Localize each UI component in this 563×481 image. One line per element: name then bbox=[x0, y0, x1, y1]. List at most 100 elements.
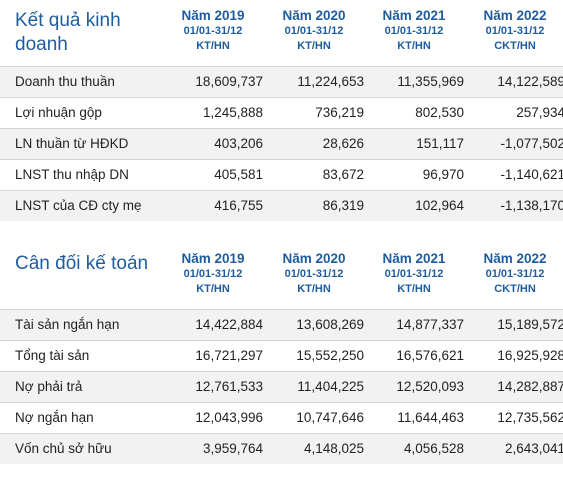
row-value: 15,552,250 bbox=[296, 348, 364, 363]
row-label: Nợ ngắn hạn bbox=[15, 410, 94, 425]
table-row: LNST của CĐ cty mẹ 416,755 86,319 102,964 -1… bbox=[0, 190, 563, 221]
row-value: 416,755 bbox=[214, 198, 263, 213]
column-year: Năm 2019 bbox=[181, 8, 245, 23]
row-value: 86,319 bbox=[322, 198, 364, 213]
column-period: 01/01-31/12 bbox=[183, 268, 243, 280]
column-header-2022: Năm 2022 01/01-31/12 CKT/HN bbox=[465, 7, 563, 54]
column-header-2020: Năm 2020 01/01-31/12 KT/HN bbox=[264, 7, 364, 54]
row-value: 151,117 bbox=[416, 136, 464, 151]
row-value: 4,148,025 bbox=[303, 441, 364, 456]
column-type: KT/HN bbox=[196, 40, 230, 52]
table-row: Nợ ngắn hạn 12,043,996 10,747,646 11,644,46… bbox=[0, 402, 563, 433]
column-period: 01/01-31/12 bbox=[284, 268, 344, 280]
column-year: Năm 2020 bbox=[282, 251, 346, 266]
column-period: 01/01-31/12 bbox=[485, 25, 545, 37]
section-title: Kết quả kinh doanh bbox=[15, 10, 121, 55]
income-header: Kết quả kinh doanh Năm 2019 01/01-31/12 … bbox=[0, 0, 563, 66]
column-year: Năm 2019 bbox=[181, 251, 245, 266]
row-value: -1,140,621 bbox=[500, 167, 563, 182]
row-value: 12,043,996 bbox=[195, 410, 263, 425]
table-row: Doanh thu thuần 18,609,737 11,224,653 11,35… bbox=[0, 66, 563, 97]
row-value: 16,576,621 bbox=[396, 348, 464, 363]
row-value: -1,138,170 bbox=[500, 198, 563, 213]
row-value: 15,189,572 bbox=[497, 317, 563, 332]
column-header-2020: Năm 2020 01/01-31/12 KT/HN bbox=[264, 250, 364, 297]
row-value: 16,721,297 bbox=[195, 348, 263, 363]
balance-header: Cân đối kế toán Năm 2019 01/01-31/12 KT/… bbox=[0, 243, 563, 309]
row-value: 102,964 bbox=[415, 198, 464, 213]
row-label: Tổng tài sản bbox=[15, 348, 90, 363]
row-label: LNST thu nhập DN bbox=[15, 167, 129, 182]
column-header-2022: Năm 2022 01/01-31/12 CKT/HN bbox=[465, 250, 563, 297]
row-value: 11,224,653 bbox=[297, 74, 364, 89]
row-label: Lợi nhuận gộp bbox=[15, 105, 102, 120]
column-type: KT/HN bbox=[397, 283, 431, 295]
column-type: CKT/HN bbox=[494, 283, 536, 295]
row-value: 1,245,888 bbox=[202, 105, 263, 120]
row-value: 14,877,337 bbox=[396, 317, 464, 332]
row-label: Nợ phải trả bbox=[15, 379, 83, 394]
row-value: 802,530 bbox=[415, 105, 464, 120]
column-period: 01/01-31/12 bbox=[485, 268, 545, 280]
column-type: KT/HN bbox=[196, 283, 230, 295]
table-row: Lợi nhuận gộp 1,245,888 736,219 802,530 257,… bbox=[0, 97, 563, 128]
row-label: LN thuần từ HĐKD bbox=[15, 136, 129, 151]
column-year: Năm 2020 bbox=[282, 8, 346, 23]
column-type: KT/HN bbox=[297, 283, 331, 295]
income-section: Kết quả kinh doanh Năm 2019 01/01-31/12 … bbox=[0, 0, 563, 221]
row-value: 96,970 bbox=[422, 167, 464, 182]
row-label: Doanh thu thuần bbox=[15, 74, 115, 89]
row-value: 83,672 bbox=[322, 167, 364, 182]
column-period: 01/01-31/12 bbox=[284, 25, 344, 37]
row-value: 13,608,269 bbox=[296, 317, 364, 332]
table-row: Vốn chủ sở hữu 3,959,764 4,148,025 4,056,52… bbox=[0, 433, 563, 464]
financial-summary: Kết quả kinh doanh Năm 2019 01/01-31/12 … bbox=[0, 0, 563, 464]
section-spacer bbox=[0, 221, 563, 243]
row-value: 14,422,884 bbox=[195, 317, 263, 332]
column-year: Năm 2022 bbox=[483, 251, 547, 266]
row-label: LNST của CĐ cty mẹ bbox=[15, 198, 142, 213]
row-value: 11,644,463 bbox=[397, 410, 464, 425]
table-row: Tài sản ngắn hạn 14,422,884 13,608,269 14,8… bbox=[0, 309, 563, 340]
row-value: 12,520,093 bbox=[396, 379, 464, 394]
row-value: 28,626 bbox=[322, 136, 364, 151]
row-label: Tài sản ngắn hạn bbox=[15, 317, 120, 332]
column-header-2019: Năm 2019 01/01-31/12 KT/HN bbox=[163, 7, 263, 54]
column-type: KT/HN bbox=[397, 40, 431, 52]
row-value: 2,643,041 bbox=[504, 441, 563, 456]
row-value: 736,219 bbox=[315, 105, 364, 120]
row-value: 14,282,887 bbox=[497, 379, 563, 394]
income-rows: Doanh thu thuần 18,609,737 11,224,653 11,35… bbox=[0, 66, 563, 221]
row-value: 18,609,737 bbox=[195, 74, 263, 89]
column-type: KT/HN bbox=[297, 40, 331, 52]
row-value: 14,122,589 bbox=[497, 74, 563, 89]
row-value: 10,747,646 bbox=[296, 410, 364, 425]
row-value: 11,404,225 bbox=[297, 379, 364, 394]
column-header-2021: Năm 2021 01/01-31/12 KT/HN bbox=[364, 7, 464, 54]
row-value: 16,925,928 bbox=[497, 348, 563, 363]
row-value: 257,934 bbox=[516, 105, 563, 120]
row-value: 405,581 bbox=[214, 167, 263, 182]
section-title: Cân đối kế toán bbox=[15, 253, 149, 274]
column-year: Năm 2021 bbox=[382, 8, 446, 23]
balance-rows: Tài sản ngắn hạn 14,422,884 13,608,269 14,8… bbox=[0, 309, 563, 464]
table-row: LNST thu nhập DN 405,581 83,672 96,970 -1,14… bbox=[0, 159, 563, 190]
column-period: 01/01-31/12 bbox=[183, 25, 243, 37]
row-value: -1,077,502 bbox=[500, 136, 563, 151]
table-row: LN thuần từ HĐKD 403,206 28,626 151,117 -1,0… bbox=[0, 128, 563, 159]
row-value: 3,959,764 bbox=[202, 441, 263, 456]
column-header-2019: Năm 2019 01/01-31/12 KT/HN bbox=[163, 250, 263, 297]
balance-section: Cân đối kế toán Năm 2019 01/01-31/12 KT/… bbox=[0, 243, 563, 464]
table-row: Nợ phải trả 12,761,533 11,404,225 12,520,09… bbox=[0, 371, 563, 402]
column-period: 01/01-31/12 bbox=[384, 268, 444, 280]
table-row: Tổng tài sản 16,721,297 15,552,250 16,576,6… bbox=[0, 340, 563, 371]
row-value: 11,355,969 bbox=[397, 74, 464, 89]
column-period: 01/01-31/12 bbox=[384, 25, 444, 37]
column-year: Năm 2021 bbox=[382, 251, 446, 266]
row-value: 403,206 bbox=[214, 136, 263, 151]
row-value: 12,735,562 bbox=[497, 410, 563, 425]
row-value: 4,056,528 bbox=[403, 441, 464, 456]
column-type: CKT/HN bbox=[494, 40, 536, 52]
row-value: 12,761,533 bbox=[195, 379, 263, 394]
row-label: Vốn chủ sở hữu bbox=[15, 441, 112, 456]
